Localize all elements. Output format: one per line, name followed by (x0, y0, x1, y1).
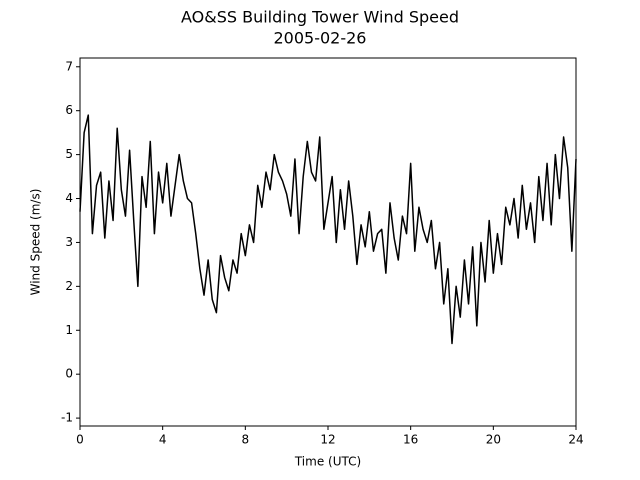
x-tick-label: 8 (242, 433, 250, 447)
data-line (79, 114, 577, 345)
chart-subtitle: 2005-02-26 (274, 29, 367, 48)
y-tick-label: -1 (61, 411, 73, 425)
y-tick-label: 0 (65, 367, 73, 381)
y-tick-label: 3 (65, 235, 73, 249)
chart-title: AO&SS Building Tower Wind Speed (181, 8, 459, 27)
y-tick-label: 7 (65, 59, 73, 73)
y-tick-label: 6 (65, 103, 73, 117)
x-tick-label: 16 (403, 433, 418, 447)
x-axis-label: Time (UTC) (294, 455, 361, 469)
y-tick-label: 2 (65, 279, 73, 293)
x-tick-label: 0 (76, 433, 84, 447)
y-tick-label: 1 (65, 323, 73, 337)
plot-frame (79, 57, 577, 427)
x-tick-label: 24 (568, 433, 583, 447)
y-tick-label: 5 (65, 147, 73, 161)
x-tick-label: 20 (486, 433, 501, 447)
x-tick-label: 12 (320, 433, 335, 447)
y-tick-label: 4 (65, 191, 73, 205)
x-tick-label: 4 (159, 433, 167, 447)
y-axis-label: Wind Speed (m/s) (29, 189, 43, 296)
